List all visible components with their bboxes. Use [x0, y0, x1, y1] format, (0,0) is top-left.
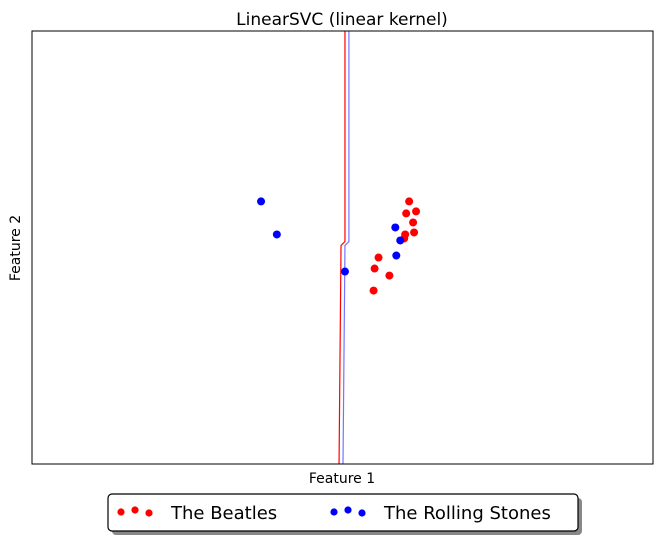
scatter-point-series-1-11 [369, 286, 378, 295]
legend-marker-series-2-2 [344, 506, 352, 514]
scatter-point-series-2-4 [396, 236, 405, 245]
legend-box [107, 493, 579, 532]
scatter-point-series-1-4 [409, 218, 418, 227]
legend-marker-series-2-1 [330, 508, 338, 516]
scatter-point-series-2-1 [257, 197, 266, 206]
scatter-point-series-2-6 [340, 267, 349, 276]
x-axis-label: Feature 1 [309, 471, 375, 487]
y-axis-label: Feature 2 [8, 215, 24, 281]
legend-label-beatles: The Beatles [170, 503, 277, 524]
scatter-point-series-1-3 [402, 209, 411, 218]
plot-frame [31, 30, 654, 465]
plot-area [257, 31, 421, 465]
legend-marker-series-1-3 [145, 509, 153, 517]
scatter-point-series-1-5 [410, 228, 419, 237]
decision-boundary-1 [338, 31, 346, 465]
chart-title: LinearSVC (linear kernel) [236, 10, 448, 30]
scatter-point-series-2-3 [391, 223, 400, 232]
legend-marker-series-1-1 [117, 508, 125, 516]
scatter-point-series-1-8 [374, 253, 383, 262]
scatter-point-series-2-2 [272, 230, 281, 239]
decision-boundary-2 [342, 31, 350, 465]
scatter-point-series-1-10 [385, 271, 394, 280]
scatter-point-series-1-9 [370, 264, 379, 273]
legend-marker-series-1-2 [131, 506, 139, 514]
legend-label-stones: The Rolling Stones [383, 503, 551, 524]
legend-marker-series-2-3 [358, 509, 366, 517]
scatter-point-series-2-5 [392, 251, 401, 260]
scatter-point-series-1-1 [405, 197, 414, 206]
scatter-point-series-1-2 [412, 207, 421, 216]
legend: The Beatles The Rolling Stones [107, 493, 582, 535]
